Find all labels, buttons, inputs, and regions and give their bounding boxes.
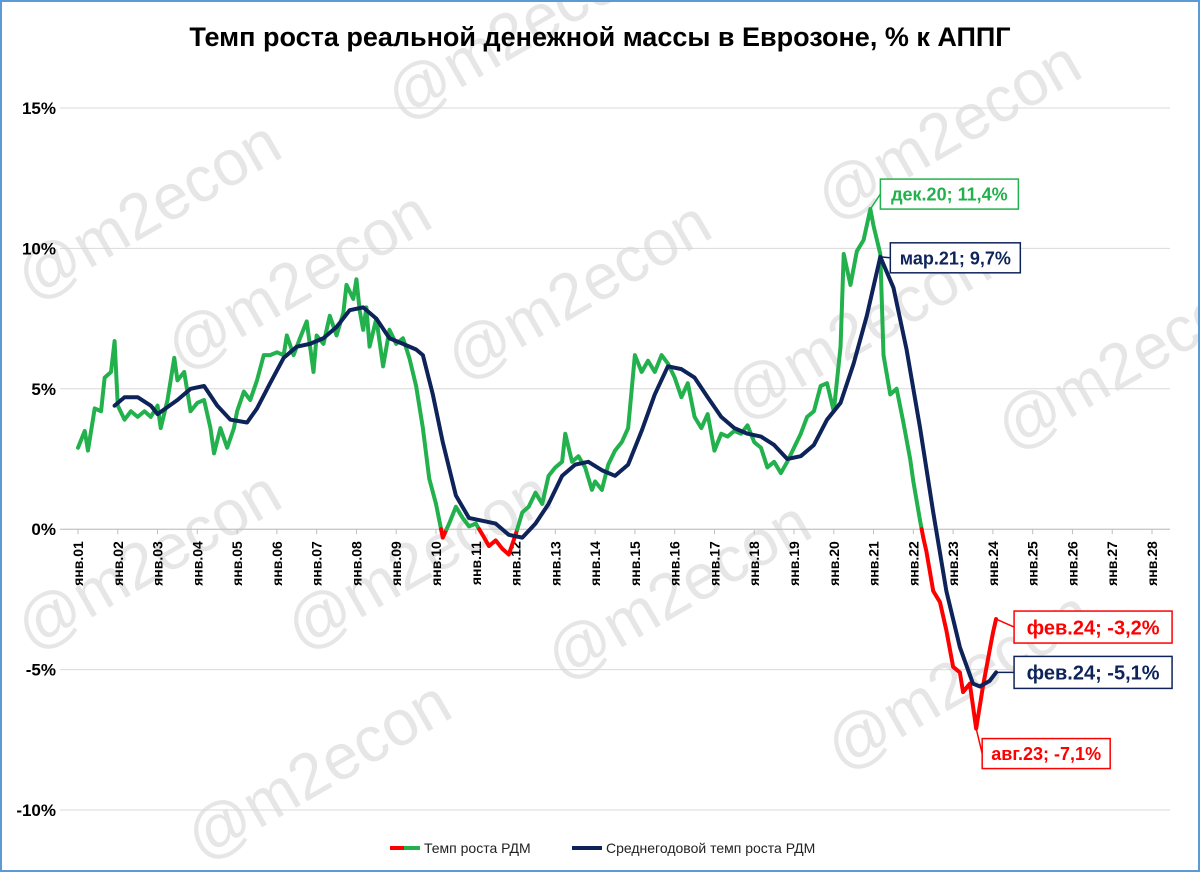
annotation-box (889, 242, 1022, 274)
y-tick-label: 15% (22, 99, 56, 118)
x-tick-label: янв.25 (1025, 541, 1041, 586)
watermark: @m2econ (433, 185, 722, 394)
x-tick-label: янв.26 (1064, 541, 1080, 586)
data-annotations: дек.20; 11,4% мар.21; 9,7% фев.24; -3,2% фе… (869, 178, 1173, 770)
x-tick-label: янв.08 (348, 541, 364, 586)
legend-item: Среднегодовой темп роста РДМ (572, 840, 815, 856)
x-tick-label: янв.24 (985, 541, 1001, 586)
watermark: @m2econ (983, 255, 1198, 464)
annotation-box (1013, 610, 1173, 644)
x-tick-label: янв.11 (468, 541, 484, 585)
series-line (76, 277, 444, 532)
series-line (112, 254, 999, 689)
annotation-callout: авг.23; -7,1% (975, 728, 1111, 770)
x-tick-label: янв.22 (905, 541, 921, 586)
x-tick-label: янв.16 (667, 541, 683, 586)
legend-label: Среднегодовой темп роста РДМ (606, 840, 815, 856)
x-tick-label: янв.07 (309, 541, 325, 586)
gridlines (60, 107, 1170, 811)
x-tick-label: янв.09 (388, 541, 404, 586)
x-tick-label: янв.19 (786, 541, 802, 586)
x-tick-label: янв.13 (547, 541, 563, 586)
annotation-label: дек.20; 11,4% (891, 185, 1008, 205)
annotation-label: мар.21; 9,7% (900, 248, 1011, 268)
annotation-leader (995, 618, 1015, 628)
y-tick-label: -10% (16, 801, 56, 820)
legend-item: Темп роста РДМ (390, 840, 531, 856)
series-line-negative (439, 527, 449, 540)
x-tick-label: янв.01 (70, 541, 86, 586)
watermark: @m2econ (173, 665, 462, 870)
x-tick-label: янв.03 (150, 541, 166, 586)
x-tick-label: янв.28 (1144, 541, 1160, 586)
annotation-label: фев.24; -5,1% (1027, 663, 1160, 685)
watermark: @m2econ (533, 485, 822, 694)
x-tick-label: янв.17 (706, 541, 722, 586)
annotation-callout: фев.24; -3,2% (995, 610, 1173, 644)
watermark: @m2econ (3, 455, 292, 664)
x-tick-label: янв.05 (229, 541, 245, 586)
annotation-box (879, 178, 1020, 210)
y-tick-label: 10% (22, 239, 56, 258)
legend-label: Темп роста РДМ (424, 840, 531, 856)
x-tick-label: янв.06 (269, 541, 285, 586)
annotation-box (1013, 655, 1173, 690)
x-tick-label: янв.02 (110, 541, 126, 586)
x-tick-label: янв.18 (746, 541, 762, 586)
series-lines (76, 207, 999, 731)
x-tick-label: янв.27 (1104, 541, 1120, 586)
x-tick-label: янв.04 (189, 541, 205, 586)
y-tick-label: -5% (26, 661, 56, 680)
x-tick-label: янв.10 (428, 541, 444, 586)
annotation-leader (975, 728, 983, 754)
annotation-label: фев.24; -3,2% (1027, 617, 1160, 639)
chart-title: Темп роста реальной денежной массы в Евр… (189, 22, 1010, 52)
series-rdm-growth (76, 207, 999, 731)
annotation-leader (880, 256, 891, 259)
annotation-label: авг.23; -7,1% (991, 744, 1101, 764)
series-line (444, 504, 482, 532)
legend: Темп роста РДМ Среднегодовой темп роста … (390, 840, 815, 856)
x-tick-label: янв.14 (587, 541, 603, 586)
y-tick-label: 0% (31, 520, 56, 539)
x-tick-label: янв.20 (826, 541, 842, 586)
annotation-leader (869, 193, 881, 210)
annotation-callout: фев.24; -5,1% (996, 655, 1173, 690)
y-axis-ticks: 15% 10% 5% 0% -5% -10% (16, 99, 56, 820)
y-tick-label: 5% (31, 380, 56, 399)
annotation-callout: дек.20; 11,4% (869, 178, 1020, 210)
annotation-box (981, 737, 1111, 770)
x-tick-label: янв.15 (627, 541, 643, 586)
series-rdm-annual-avg (112, 254, 999, 689)
series-line-negative (477, 527, 520, 557)
x-axis-ticks: янв.01 янв.02 янв.03 янв.04 янв.05 янв.06 янв.… (70, 529, 1160, 586)
x-tick-label: янв.21 (866, 541, 882, 586)
series-line (515, 207, 924, 532)
series-line-negative (919, 527, 999, 731)
annotation-callout: мар.21; 9,7% (880, 242, 1022, 274)
x-tick-label: янв.23 (945, 541, 961, 586)
